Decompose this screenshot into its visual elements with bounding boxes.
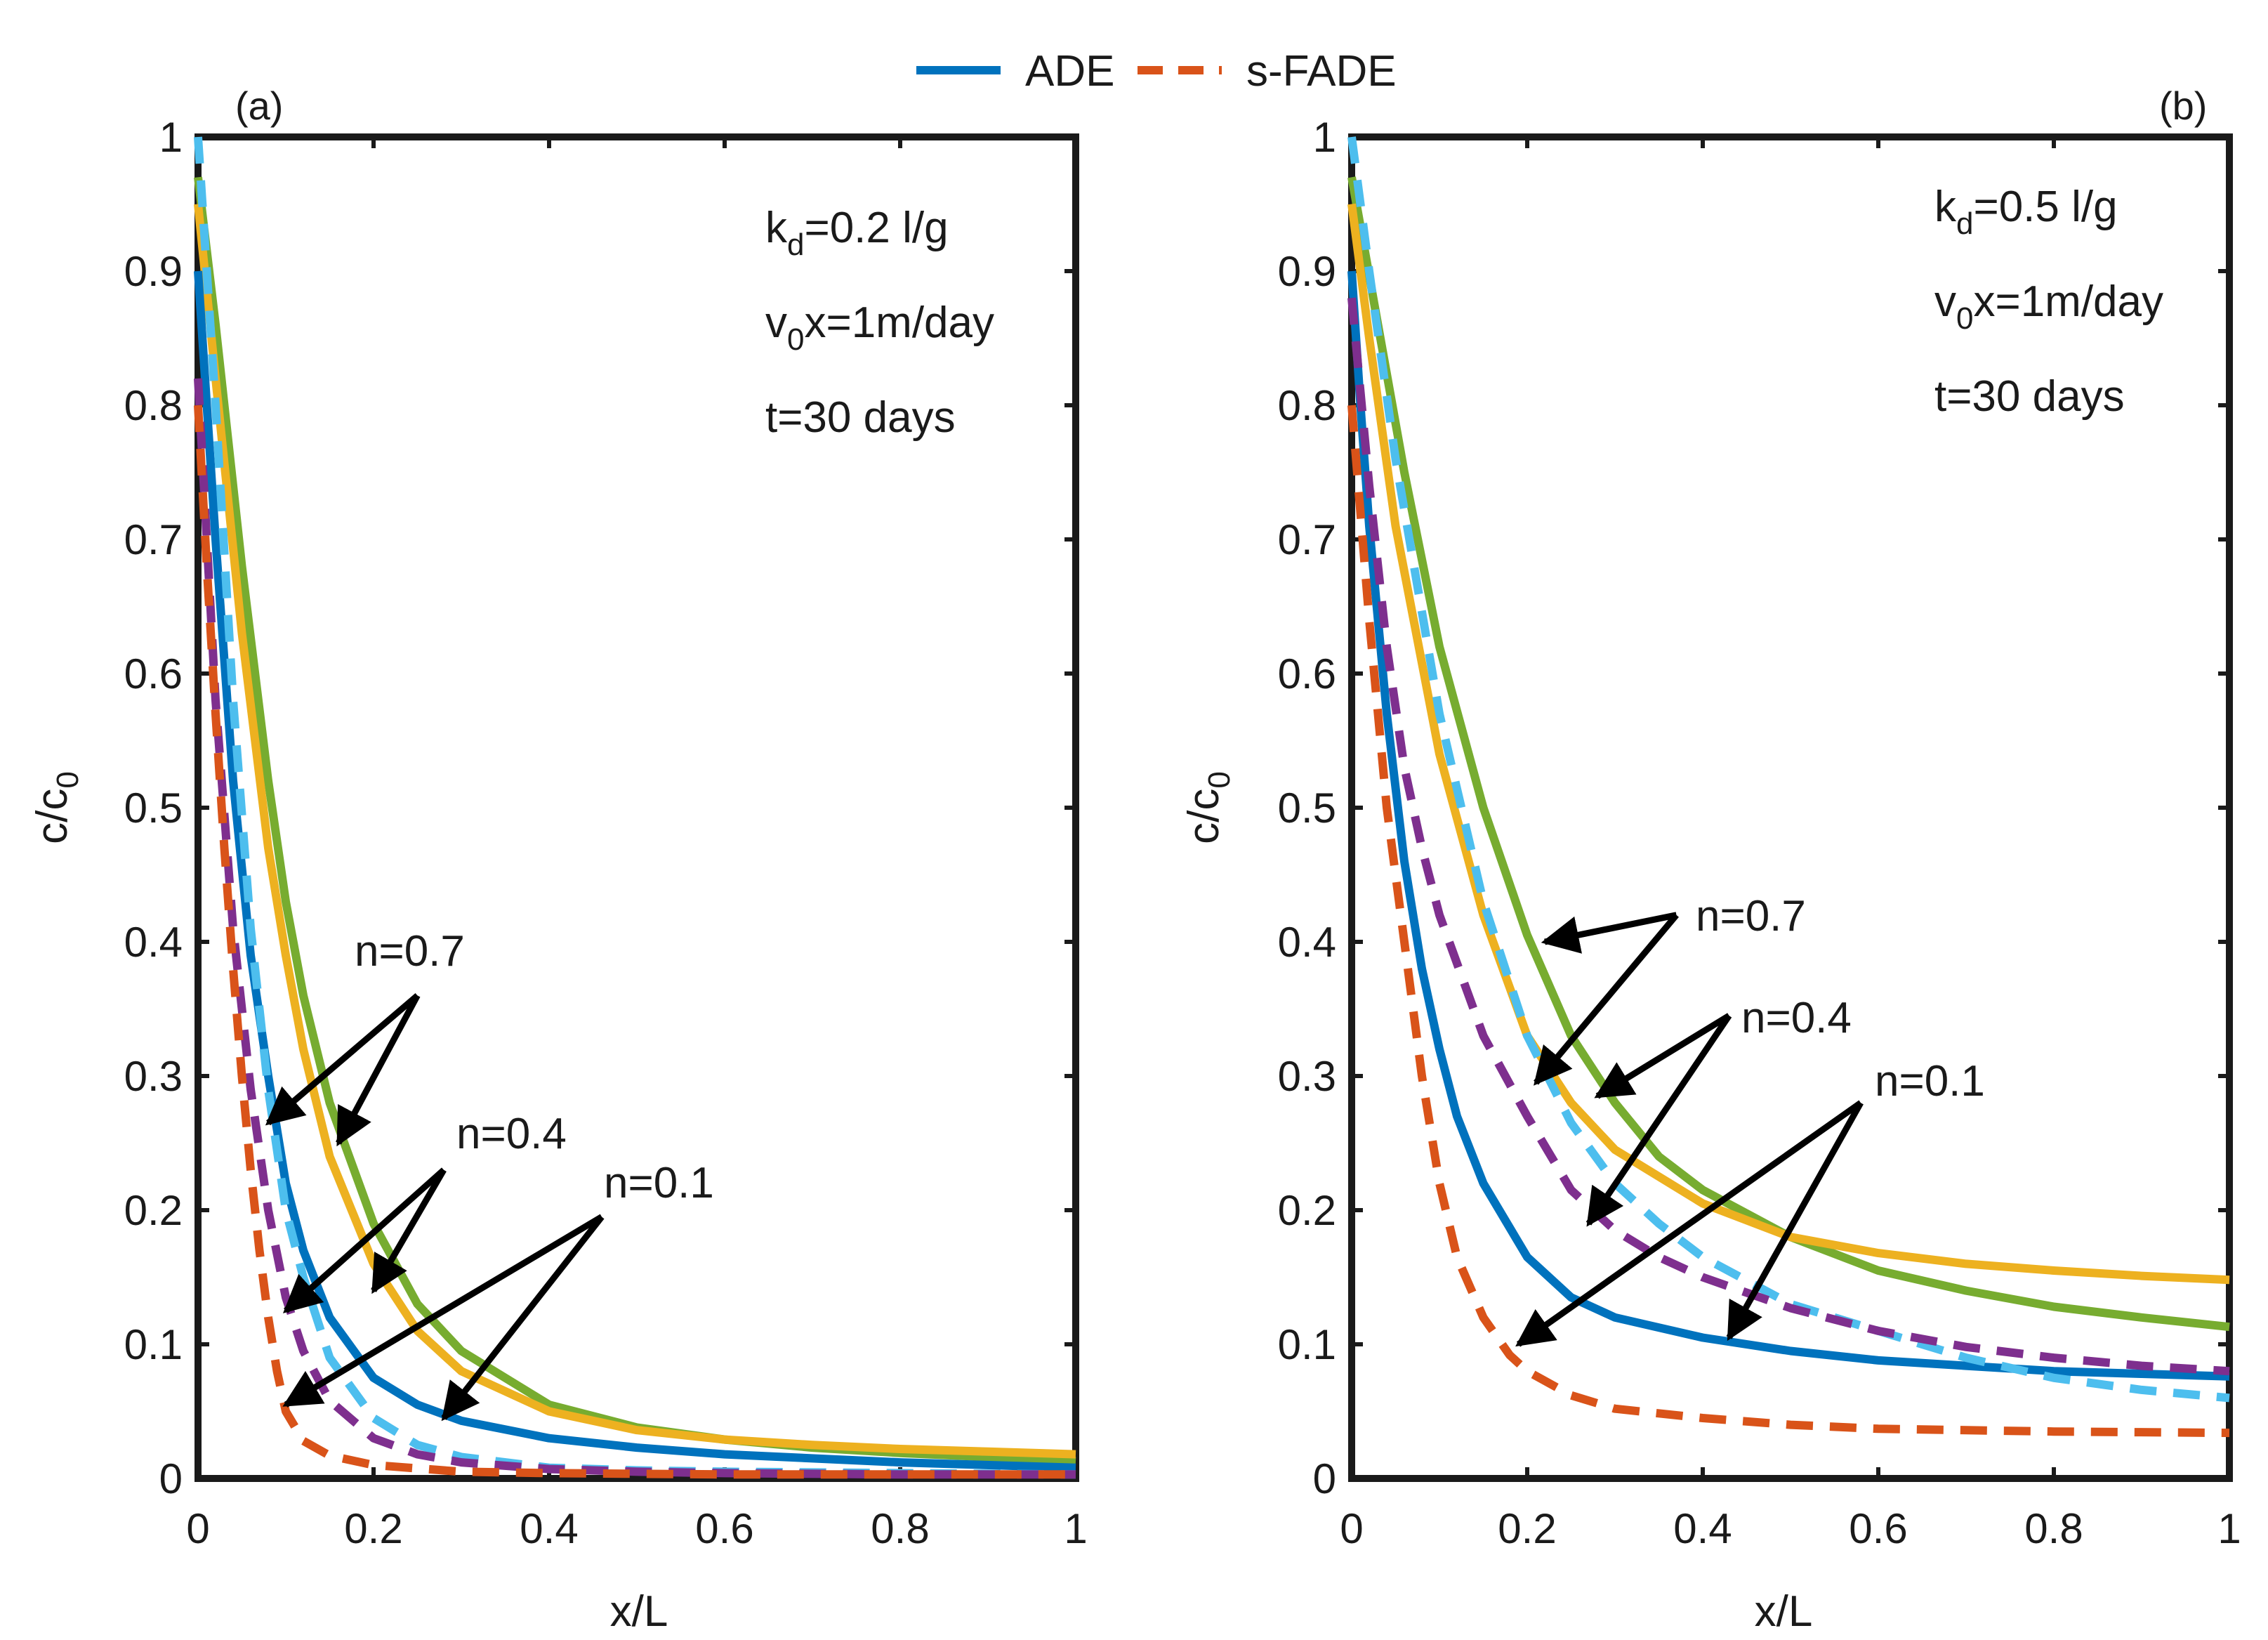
panel-b-xlabel: x/L — [1755, 1587, 1813, 1636]
legend-sfade-label: s-FADE — [1246, 47, 1397, 96]
panel-a: (a) 0 0.2 0.4 0.6 0.8 1 0 0.1 0.2 0.3 0.4 0.5 0.6 0.7… — [28, 84, 1088, 1636]
panel-a-series-ade-n01 — [194, 270, 1076, 1472]
panel-b-t-param: t=30 days — [1934, 372, 2125, 421]
panel-a-kd-param: kd=0.2 l/g — [765, 204, 949, 262]
panel-b-series-s-fade-n04 — [1347, 297, 2230, 1376]
panel-a-ytick-label: 0 — [159, 1455, 183, 1502]
panel-b-ytick-label: 0.3 — [1278, 1053, 1336, 1100]
panel-b-series-ade-n01 — [1347, 270, 2230, 1381]
panel-a-ytick-label: 0.5 — [124, 785, 183, 832]
panel-b-ytick-label: 0.7 — [1278, 516, 1336, 563]
panel-b-ytick-label: 0.9 — [1278, 248, 1336, 295]
panel-a-tick-labels: 0 0.2 0.4 0.6 0.8 1 0 0.1 0.2 0.3 0.4 0.5 0.6 0.7 0.8 0… — [124, 114, 1088, 1552]
panel-b-axes — [1348, 133, 2233, 1482]
panel-b-xtick-label: 0.2 — [1498, 1505, 1556, 1552]
panel-a-ytick-label: 1 — [159, 114, 183, 161]
panel-a-series-s-fade-n01 — [194, 405, 1076, 1479]
panel-b-xtick-label: 0.6 — [1849, 1505, 1907, 1552]
panel-b-series-ade-n04 — [1347, 203, 2230, 1285]
panel-a-ytick-label: 0.7 — [124, 516, 183, 563]
panel-a-series-ade-n04 — [194, 203, 1076, 1459]
panel-b-tag: (b) — [2159, 84, 2207, 128]
panel-a-xtick-label: 0.8 — [871, 1505, 929, 1552]
panel-b-xtick-label: 0.4 — [1673, 1505, 1732, 1552]
legend-ade-label: ADE — [1025, 47, 1114, 96]
panel-b-arrow-n01 — [1515, 1100, 1863, 1347]
panel-b-anno-n01: n=0.1 — [1875, 1057, 1985, 1106]
panel-b-arrow-n07 — [1541, 912, 1677, 954]
panel-b-series-s-fade-n07 — [1347, 136, 2230, 1403]
panel-a-ytick-label: 0.6 — [124, 650, 183, 697]
panel-b-ytick-label: 1 — [1313, 114, 1336, 161]
panel-a-arrow-n07 — [265, 992, 420, 1126]
panel-a-ytick-label: 0.1 — [124, 1321, 183, 1368]
panel-b-arrow-n04 — [1585, 1013, 1732, 1227]
panel-a-xlabel: x/L — [610, 1587, 668, 1636]
panel-b-arrow-n07 — [1534, 912, 1679, 1086]
panel-b-series-ade-n07 — [1347, 176, 2230, 1332]
panel-a-t-param: t=30 days — [765, 393, 956, 442]
panel-a-ytick-label: 0.3 — [124, 1053, 183, 1100]
panel-a-anno-n07: n=0.7 — [355, 927, 465, 976]
panel-b-ytick-label: 0.5 — [1278, 785, 1336, 832]
panel-a-arrow-n04 — [282, 1167, 446, 1313]
panel-a-xtick-label: 0 — [186, 1505, 209, 1552]
panel-a-anno-n04: n=0.4 — [456, 1110, 567, 1158]
panel-b-series — [1347, 136, 2230, 1438]
panel-b-ytick-label: 0 — [1313, 1455, 1336, 1502]
panel-a-arrow-n01 — [282, 1214, 604, 1408]
panel-a-ytick-label: 0.8 — [124, 382, 183, 429]
panel-a-series — [194, 136, 1076, 1479]
panel-b-ytick-label: 0.1 — [1278, 1321, 1336, 1368]
panel-b-xtick-label: 0 — [1340, 1505, 1363, 1552]
legend: ADE s-FADE — [916, 47, 1397, 96]
panel-a-ylabel: c/c0 — [28, 771, 85, 844]
panel-b-arrow-n01 — [1726, 1101, 1864, 1341]
panel-b-tick-labels: 0 0.2 0.4 0.6 0.8 1 0 0.1 0.2 0.3 0.4 0.5 0.6 0.7 0.8 0… — [1278, 114, 2241, 1552]
panel-b-v-param: v0x=1m/day — [1934, 277, 2163, 336]
panel-a-arrow-n07 — [336, 994, 421, 1147]
panel-a-arrow-n01 — [441, 1214, 605, 1422]
panel-b-ylabel: c/c0 — [1180, 771, 1237, 844]
panel-a-xtick-label: 1 — [1064, 1505, 1087, 1552]
panel-b: (b) 0 0.2 0.4 0.6 0.8 1 0 0.1 0.2 0.3 0.4 0.5 0.6 0.7… — [1180, 84, 2241, 1636]
panel-a-tag: (a) — [235, 84, 283, 128]
panel-b-arrows — [1515, 912, 1864, 1347]
panel-a-v-param: v0x=1m/day — [765, 299, 994, 357]
panel-b-series-s-fade-n01 — [1347, 405, 2230, 1438]
panel-a-arrow-n04 — [371, 1168, 447, 1294]
panel-b-ytick-label: 0.8 — [1278, 382, 1336, 429]
panel-a-arrows — [265, 992, 605, 1422]
panel-b-xtick-label: 0.8 — [2024, 1505, 2083, 1552]
panel-a-ytick-label: 0.4 — [124, 919, 183, 966]
panel-a-xtick-label: 0.6 — [695, 1505, 753, 1552]
panel-b-ytick-label: 0.6 — [1278, 650, 1336, 697]
panel-a-xtick-label: 0.2 — [344, 1505, 402, 1552]
panel-b-kd-param: kd=0.5 l/g — [1934, 183, 2118, 241]
panel-b-ytick-label: 0.4 — [1278, 919, 1336, 966]
panel-b-ytick-label: 0.2 — [1278, 1187, 1336, 1234]
panel-a-ytick-label: 0.9 — [124, 248, 183, 295]
panel-a-anno-n01: n=0.1 — [604, 1159, 714, 1207]
panel-b-arrow-n04 — [1594, 1013, 1731, 1099]
panel-b-xtick-label: 1 — [2217, 1505, 2241, 1552]
panel-b-anno-n04: n=0.4 — [1741, 994, 1852, 1042]
panel-a-xtick-label: 0.4 — [520, 1505, 578, 1552]
panel-b-anno-n07: n=0.7 — [1696, 892, 1806, 940]
panel-a-ytick-label: 0.2 — [124, 1187, 183, 1234]
